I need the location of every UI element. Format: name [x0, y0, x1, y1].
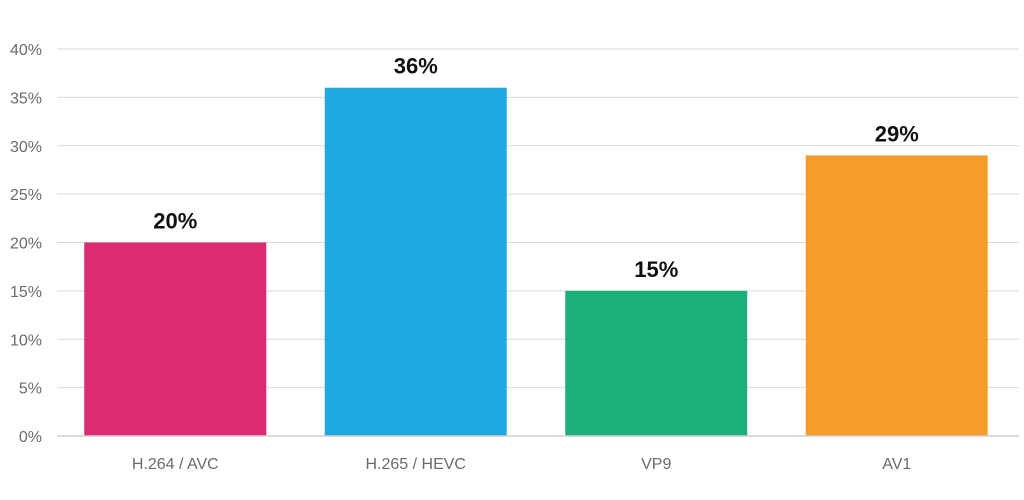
bar: [324, 87, 507, 436]
y-tick-label: 0%: [19, 429, 42, 446]
y-tick-label: 15%: [10, 284, 42, 301]
x-category-label: H.265 / HEVC: [366, 456, 466, 473]
y-tick-label: 40%: [10, 42, 42, 59]
bar: [805, 155, 988, 437]
bar: [565, 290, 748, 436]
y-tick-label: 20%: [10, 236, 42, 253]
bars: [84, 87, 988, 437]
y-tick-label: 25%: [10, 187, 42, 204]
bar-value-label: 29%: [875, 121, 919, 146]
y-tick-label: 35%: [10, 90, 42, 107]
bar: [84, 242, 267, 436]
x-category-label: AV1: [882, 456, 911, 473]
y-axis-tick-labels: 0% 5% 10% 15% 20% 25% 30% 35% 40%: [10, 42, 42, 446]
x-axis-category-labels: H.264 / AVC H.265 / HEVC VP9 AV1: [132, 456, 912, 473]
y-tick-label: 5%: [19, 381, 42, 398]
bar-value-label: 36%: [394, 54, 438, 79]
y-tick-label: 10%: [10, 332, 42, 349]
bar-value-label: 20%: [153, 209, 197, 234]
x-category-label: VP9: [641, 456, 671, 473]
y-tick-label: 30%: [10, 139, 42, 156]
data-labels: 20% 36% 15% 29%: [153, 54, 919, 282]
x-category-label: H.264 / AVC: [132, 456, 219, 473]
bar-value-label: 15%: [634, 257, 678, 282]
